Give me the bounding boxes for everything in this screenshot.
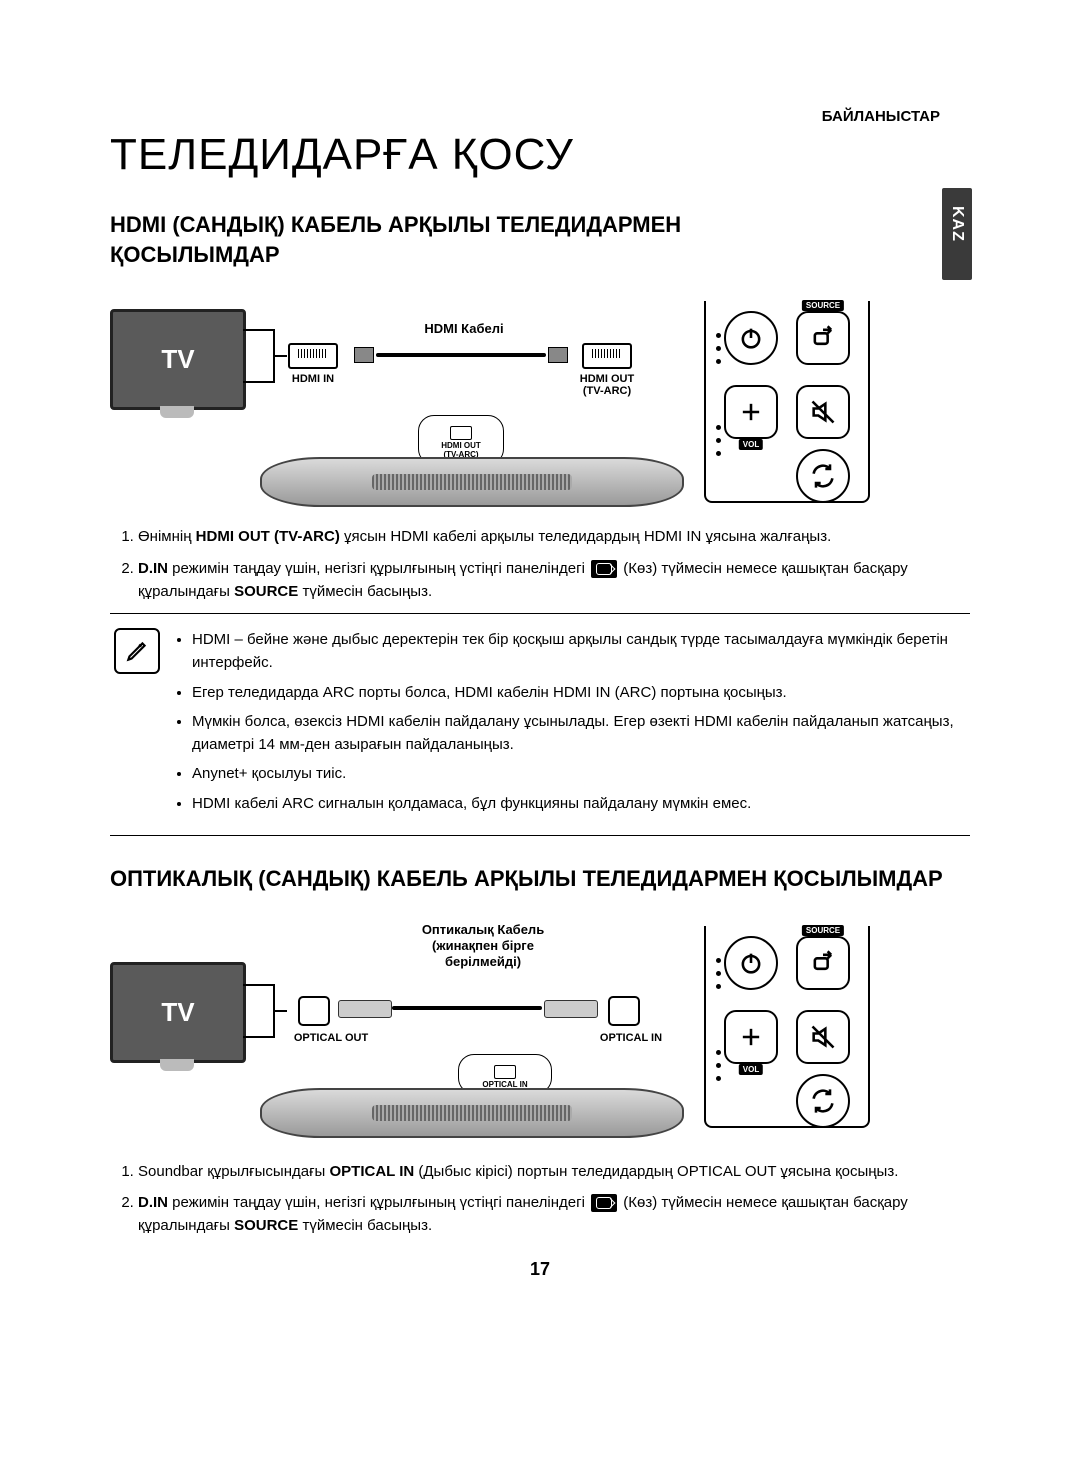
source-button-icon: SOURCE [796, 311, 850, 365]
hdmi-note-item: HDMI кабелі ARC сигналын қолдамаса, бұл … [192, 792, 966, 815]
soundbar-icon [260, 457, 684, 507]
hdmi-step-2: D.IN режимін таңдау үшін, негізгі құрылғ… [138, 557, 970, 604]
tv-label: TV [161, 344, 194, 375]
optical-in-label: OPTICAL IN [576, 1032, 686, 1044]
tv-stand [160, 406, 194, 418]
optical-plug-icon [338, 1000, 392, 1018]
hdmi-diagram: TV HDMI IN HDMI Кабелі HDMI OUT(TV-ARC) … [110, 287, 870, 507]
soundbar-icon [260, 1088, 684, 1138]
hdmi-steps: Өнімнің HDMI OUT (TV-ARC) ұясын HDMI каб… [114, 525, 970, 603]
tv-label: TV [161, 997, 194, 1028]
repeat-icon [796, 449, 850, 503]
remote-control: SOURCE VOL [704, 301, 870, 503]
optical-cable-label: Оптикалық Кабель (жинақпен бірге берілме… [378, 922, 588, 971]
hdmi-note-list: HDMI – бейне және дыбыс деректерін тек б… [174, 628, 966, 821]
plug-icon [548, 347, 568, 363]
language-tab: KAZ [942, 188, 972, 280]
optical-out-port-icon [298, 996, 330, 1026]
optical-section-title: ОПТИКАЛЫҚ (САНДЫҚ) КАБЕЛЬ АРҚЫЛЫ ТЕЛЕДИД… [110, 864, 970, 894]
hdmi-note-item: Anynet+ қосылуы тиіс. [192, 762, 966, 785]
tv-box: TV [110, 309, 246, 410]
power-button-icon [724, 936, 778, 990]
header-category: БАЙЛАНЫСТАР [822, 108, 940, 125]
optical-steps: Soundbar құрылғысындағы OPTICAL IN (Дыбы… [114, 1160, 970, 1238]
hdmi-step-1: Өнімнің HDMI OUT (TV-ARC) ұясын HDMI каб… [138, 525, 970, 548]
optical-step-2: D.IN режимін таңдау үшін, негізгі құрылғ… [138, 1191, 970, 1238]
mute-icon [796, 385, 850, 439]
page-title: ТЕЛЕДИДАРҒА ҚОСУ [110, 130, 970, 180]
note-icon [114, 628, 160, 674]
source-inline-icon [591, 1194, 617, 1212]
plug-icon [354, 347, 374, 363]
optical-plug-icon [544, 1000, 598, 1018]
optical-step-1: Soundbar құрылғысындағы OPTICAL IN (Дыбы… [138, 1160, 970, 1183]
hdmi-cable-line [376, 353, 546, 357]
hdmi-section-title: HDMI (САНДЫҚ) КАБЕЛЬ АРҚЫЛЫ ТЕЛЕДИДАРМЕН… [110, 210, 810, 269]
power-button-icon [724, 311, 778, 365]
tv-box: TV [110, 962, 246, 1063]
source-button-icon: SOURCE [796, 936, 850, 990]
optical-in-port-icon [608, 996, 640, 1026]
hdmi-note-item: Мүмкін болса, өзексіз HDMI кабелін пайда… [192, 710, 966, 757]
hdmi-note-box: HDMI – бейне және дыбыс деректерін тек б… [110, 613, 970, 836]
volume-up-icon: VOL [724, 1010, 778, 1064]
optical-out-label: OPTICAL OUT [276, 1032, 386, 1044]
hdmi-note-item: HDMI – бейне және дыбыс деректерін тек б… [192, 628, 966, 675]
hdmi-in-port-icon [288, 343, 338, 369]
hdmi-note-item: Егер теледидарда ARC порты болса, HDMI к… [192, 681, 966, 704]
optical-diagram: TV Оптикалық Кабель (жинақпен бірге бері… [110, 912, 870, 1142]
optical-cable-line [392, 1006, 542, 1010]
hdmi-out-label: HDMI OUT(TV-ARC) [562, 373, 652, 397]
mute-icon [796, 1010, 850, 1064]
remote-control: SOURCE VOL [704, 926, 870, 1128]
source-inline-icon [591, 560, 617, 578]
hdmi-in-label: HDMI IN [268, 373, 358, 385]
tv-stand [160, 1059, 194, 1071]
page-number: 17 [110, 1259, 970, 1280]
hdmi-out-port-icon [582, 343, 632, 369]
repeat-icon [796, 1074, 850, 1128]
hdmi-cable-label: HDMI Кабелі [374, 321, 554, 336]
volume-up-icon: VOL [724, 385, 778, 439]
